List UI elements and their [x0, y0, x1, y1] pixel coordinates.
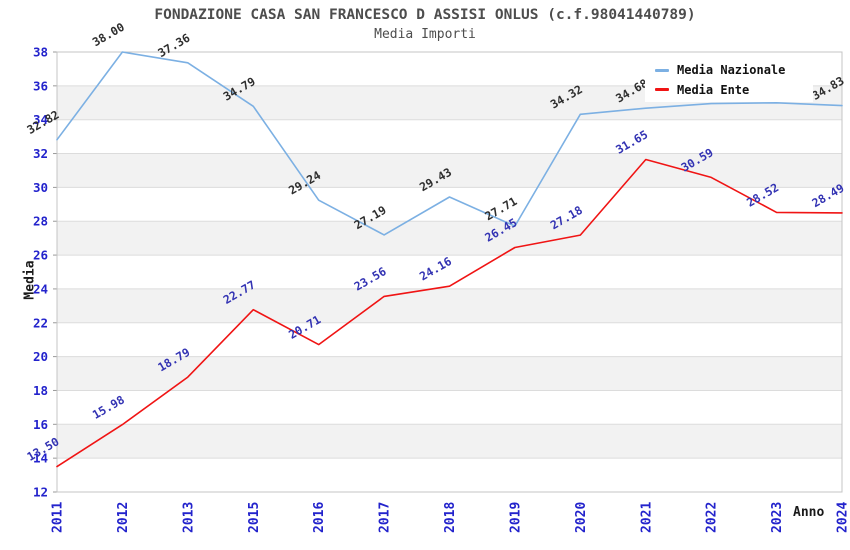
legend: Media Nazionale Media Ente: [645, 58, 813, 102]
y-tick-label: 36: [33, 78, 48, 93]
x-tick-label: 2021: [639, 502, 654, 533]
page-title: FONDAZIONE CASA SAN FRANCESCO D ASSISI O…: [154, 7, 696, 23]
y-tick-label: 24: [33, 281, 48, 296]
y-tick-label: 22: [33, 315, 48, 330]
x-axis-title: Anno: [793, 505, 825, 520]
x-tick-label: 2022: [705, 502, 720, 533]
plot-band: [57, 288, 842, 323]
point-label: 24.16: [417, 254, 454, 283]
y-axis-title: Media: [22, 260, 38, 300]
x-tick-label: 2020: [574, 502, 589, 533]
y-tick-label: 32: [33, 146, 48, 161]
x-tick-label: 2012: [116, 502, 131, 533]
x-tick-label: 2023: [770, 502, 785, 533]
y-tick-label: 20: [33, 349, 48, 364]
x-tick-label: 2015: [247, 502, 262, 533]
plot-band: [57, 153, 842, 188]
y-tick-label: 14: [33, 451, 48, 466]
legend-label-media-ente: Media Ente: [677, 82, 750, 97]
plot-band: [57, 356, 842, 391]
point-label: 31.65: [613, 127, 650, 156]
point-label: 15.98: [90, 392, 127, 421]
x-tick-label: 2016: [312, 502, 327, 533]
legend-line-swatch-nazionale: [655, 68, 669, 72]
y-tick-label: 28: [33, 214, 48, 229]
y-tick-label: 38: [33, 45, 48, 60]
plot-border: [56, 51, 843, 493]
y-tick-label: 26: [33, 248, 48, 263]
y-tick-label: 30: [33, 180, 48, 195]
chart-subtitle: Media Importi: [374, 27, 476, 42]
series-line-media-nazionale: [56, 51, 843, 236]
legend-item-media-nazionale: Media Nazionale: [655, 63, 813, 77]
y-tick-label: 34: [33, 112, 48, 127]
x-tick-label: 2018: [443, 502, 458, 533]
legend-label-media-nazionale: Media Nazionale: [677, 63, 786, 78]
y-tick-label: 12: [33, 485, 48, 500]
series-line-media-ente: [56, 158, 843, 468]
plot-band: [57, 221, 842, 256]
legend-line-swatch-ente: [655, 88, 669, 92]
x-tick-label: 2024: [836, 502, 850, 533]
x-tick-label: 2011: [51, 502, 66, 533]
legend-item-media-ente: Media Ente: [655, 83, 813, 97]
x-tick-label: 2017: [378, 502, 393, 533]
y-tick-label: 18: [33, 383, 48, 398]
plot-band: [57, 424, 842, 459]
y-tick-label: 16: [33, 417, 48, 432]
x-tick-label: 2019: [508, 502, 523, 533]
x-tick-label: 2013: [181, 502, 196, 533]
